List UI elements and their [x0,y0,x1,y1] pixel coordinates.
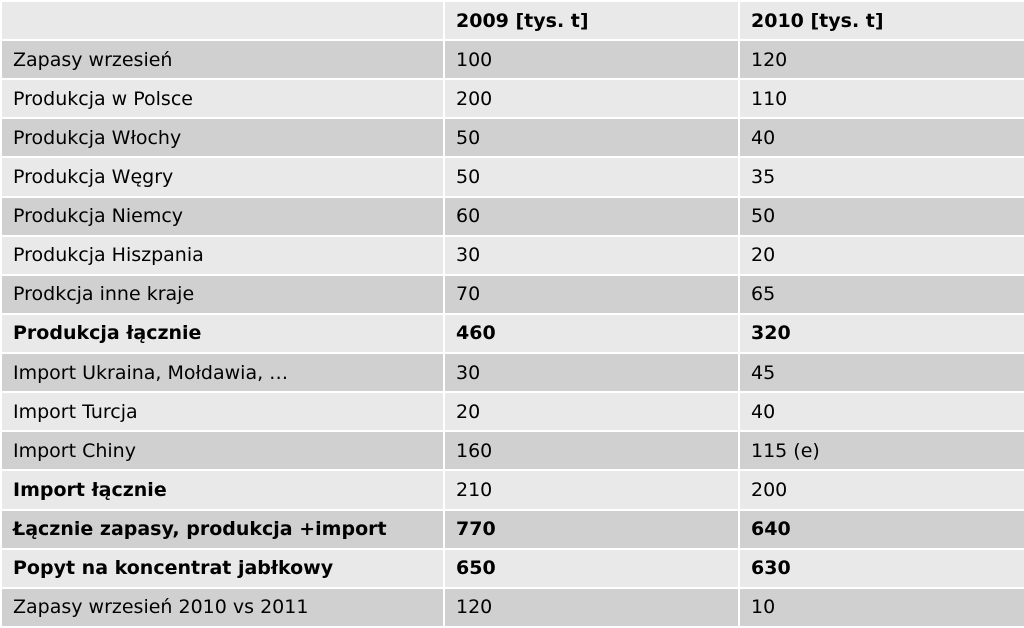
value-cell: 45 [738,351,1024,394]
row-label: Produkcja Włochy [0,117,445,159]
value-cell: 65 [738,273,1024,315]
table-row: Prodkcja inne kraje 70 65 [0,273,1024,315]
value-cell: 770 [443,508,740,550]
table-row: Zapasy wrzesień 2010 vs 2011 120 10 [0,586,1024,628]
header-cell: 2009 [tys. t] [443,0,740,41]
table-row: Produkcja łącznie 460 320 [0,312,1024,355]
row-label: Prodkcja inne kraje [0,273,445,315]
row-label: Produkcja łącznie [0,312,445,355]
table-row: Zapasy wrzesień 100 120 [0,38,1024,81]
row-label: Import Chiny [0,430,445,472]
table-row: Produkcja Hiszpania 30 20 [0,234,1024,276]
table-row: Import Turcja 20 40 [0,391,1024,433]
table-row: Popyt na koncentrat jabłkowy 650 630 [0,547,1024,589]
row-label: Zapasy wrzesień 2010 vs 2011 [0,586,445,628]
table-row: Produkcja Niemcy 60 50 [0,195,1024,237]
row-label: Produkcja Węgry [0,156,445,198]
value-cell: 210 [443,469,740,511]
value-cell: 70 [443,273,740,315]
row-label: Import Ukraina, Mołdawia, … [0,351,445,394]
value-cell: 60 [443,195,740,237]
value-cell: 40 [738,117,1024,159]
value-cell: 320 [738,312,1024,355]
header-cell: 2010 [tys. t] [738,0,1024,41]
row-label: Import łącznie [0,469,445,511]
value-cell: 30 [443,234,740,276]
row-label: Import Turcja [0,391,445,433]
header-row: 2009 [tys. t] 2010 [tys. t] [0,0,1024,41]
value-cell: 200 [738,469,1024,511]
value-cell: 10 [738,586,1024,628]
value-cell: 160 [443,430,740,472]
value-cell: 35 [738,156,1024,198]
value-cell: 20 [738,234,1024,276]
table-row: Produkcja w Polsce 200 110 [0,78,1024,120]
table-row: Produkcja Węgry 50 35 [0,156,1024,198]
value-cell: 120 [738,38,1024,81]
value-cell: 40 [738,391,1024,433]
row-label: Łącznie zapasy, produkcja +import [0,508,445,550]
table-row: Import łącznie 210 200 [0,469,1024,511]
value-cell: 100 [443,38,740,81]
value-cell: 650 [443,547,740,589]
value-cell: 460 [443,312,740,355]
value-cell: 630 [738,547,1024,589]
value-cell: 50 [443,117,740,159]
row-label: Zapasy wrzesień [0,38,445,81]
value-cell: 640 [738,508,1024,550]
table-row: Łącznie zapasy, produkcja +import 770 640 [0,508,1024,550]
row-label: Popyt na koncentrat jabłkowy [0,547,445,589]
table-row: Import Chiny 160 115 (e) [0,430,1024,472]
table-body: Zapasy wrzesień 100 120 Produkcja w Polsce 2… [0,38,1024,628]
value-cell: 20 [443,391,740,433]
row-label: Produkcja Niemcy [0,195,445,237]
value-cell: 50 [738,195,1024,237]
table-row: Import Ukraina, Mołdawia, … 30 45 [0,351,1024,394]
value-cell: 120 [443,586,740,628]
value-cell: 30 [443,351,740,394]
header-cell [0,0,445,41]
value-cell: 110 [738,78,1024,120]
value-cell: 50 [443,156,740,198]
table-row: Produkcja Włochy 50 40 [0,117,1024,159]
row-label: Produkcja Hiszpania [0,234,445,276]
table-header: 2009 [tys. t] 2010 [tys. t] [0,0,1024,41]
row-label: Produkcja w Polsce [0,78,445,120]
value-cell: 115 (e) [738,430,1024,472]
value-cell: 200 [443,78,740,120]
